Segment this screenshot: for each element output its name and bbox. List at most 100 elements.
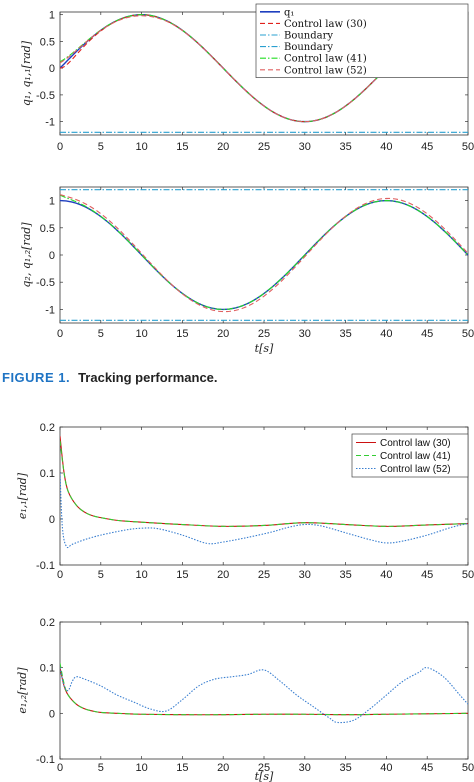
y-tick-label: -0.5 <box>36 277 55 289</box>
x-tick-label: 25 <box>258 762 270 774</box>
x-tick-label: 15 <box>176 141 188 153</box>
legend-label: Control law (30) <box>380 438 451 449</box>
series-line-control-law-52- <box>60 14 468 123</box>
y-tick-label: 0.1 <box>40 468 55 480</box>
x-tick-label: 20 <box>217 328 229 340</box>
series-line-control-law-41- <box>60 194 468 310</box>
legend-box <box>351 433 469 478</box>
y-tick-label: 0.2 <box>40 617 55 629</box>
series-line-control-law-52- <box>60 667 468 724</box>
x-tick-label: 0 <box>57 328 63 340</box>
series-group <box>60 436 468 549</box>
x-tick-label: 25 <box>258 569 270 581</box>
legend-label: Control law (52) <box>284 65 367 76</box>
legend-label: Control law (52) <box>380 464 451 475</box>
plot-area <box>59 186 469 324</box>
x-tick-label: 45 <box>421 569 433 581</box>
x-tick-label: 0 <box>57 762 63 774</box>
y-axis-label: e₁,₁[rad] <box>16 472 29 519</box>
x-tick-label: 15 <box>176 328 188 340</box>
y-axis-label: e₁,₂[rad] <box>16 667 29 714</box>
x-tick-label: 40 <box>380 762 392 774</box>
chart-panel-4: 0 5 10 15 20 25 30 35 40 45 500.20.10-0.1e₁,₂[rad]… <box>16 617 474 782</box>
legend-box <box>255 3 469 78</box>
x-tick-label: 10 <box>135 328 147 340</box>
figure-caption: FIGURE 1. Tracking performance. <box>2 370 218 385</box>
x-tick-label: 15 <box>176 762 188 774</box>
series-line-control-law-41- <box>60 662 468 716</box>
y-tick-label: -1 <box>45 304 55 316</box>
series-line-control-law-52- <box>60 194 468 313</box>
x-tick-label: 30 <box>299 762 311 774</box>
x-tick-label: 50 <box>462 569 474 581</box>
x-tick-label: 45 <box>421 328 433 340</box>
y-tick-label: 1 <box>49 196 55 208</box>
x-tick-label: 20 <box>217 141 229 153</box>
series-group <box>60 662 468 724</box>
legend: Control law (30) Control law (41) Control … <box>351 433 469 478</box>
y-tick-label: 0 <box>49 708 55 720</box>
x-tick-label: 5 <box>98 141 104 153</box>
legend-label: Boundary <box>284 31 333 42</box>
x-tick-label: 10 <box>135 569 147 581</box>
chart-panel-3: 0 5 10 15 20 25 30 35 40 45 500.20.10-0.1e₁,₁[rad]… <box>16 422 474 581</box>
legend-label: Control law (30) <box>284 19 367 30</box>
x-tick-label: 50 <box>462 762 474 774</box>
x-tick-label: 50 <box>462 328 474 340</box>
x-tick-label: 40 <box>380 141 392 153</box>
x-tick-label: 35 <box>339 328 351 340</box>
x-tick-label: 20 <box>217 569 229 581</box>
series-line-control-law-52- <box>60 472 468 549</box>
plot-area <box>59 621 469 760</box>
x-tick-label: 0 <box>57 141 63 153</box>
y-tick-label: 0 <box>49 250 55 262</box>
x-tick-label: 20 <box>217 762 229 774</box>
x-tick-label: 5 <box>98 569 104 581</box>
x-tick-label: 10 <box>135 141 147 153</box>
y-tick-label: 0.5 <box>40 36 55 48</box>
x-tick-label: 25 <box>258 328 270 340</box>
x-tick-label: 30 <box>299 141 311 153</box>
x-tick-label: 40 <box>380 328 392 340</box>
x-tick-label: 0 <box>57 569 63 581</box>
x-tick-label: 25 <box>258 141 270 153</box>
chart-panel-1: 0 5 10 15 20 25 30 35 40 45 50 1 0.5 0 -0.5 -1 q₁, q₁,₁[… <box>20 3 474 153</box>
y-tick-label: -1 <box>45 117 55 129</box>
chart-panel-2: 0 5 10 15 20 25 30 35 40 45 50 1 0.5 0 -0.5 -1 q₂, q₁,₂[… <box>20 186 474 355</box>
y-tick-label: 0.2 <box>40 422 55 434</box>
legend-label: Control law (41) <box>380 451 451 462</box>
x-axis-label: t[s] <box>255 770 274 782</box>
y-tick-label: 0.1 <box>40 663 55 675</box>
legend-label: Boundary <box>284 42 333 53</box>
series-line-control-law-41- <box>60 440 468 527</box>
x-tick-label: 45 <box>421 762 433 774</box>
x-tick-label: 10 <box>135 762 147 774</box>
x-tick-label: 45 <box>421 141 433 153</box>
y-tick-label: 0.5 <box>40 223 55 235</box>
y-axis-label: q₂, q₁,₂[rad] <box>20 222 33 288</box>
legend-label: q₁ <box>284 7 294 18</box>
x-tick-label: 30 <box>299 569 311 581</box>
x-tick-label: 15 <box>176 569 188 581</box>
x-tick-label: 35 <box>339 762 351 774</box>
series-group <box>60 189 468 321</box>
x-tick-label: 30 <box>299 328 311 340</box>
y-tick-label: 0 <box>49 514 55 526</box>
y-tick-label: 0 <box>49 63 55 75</box>
figure-caption-text: Tracking performance. <box>78 370 218 385</box>
x-tick-label: 35 <box>339 141 351 153</box>
y-tick-label: -0.1 <box>36 754 55 766</box>
legend-label: Control law (41) <box>284 54 367 65</box>
x-tick-label: 50 <box>462 141 474 153</box>
x-tick-label: 40 <box>380 569 392 581</box>
y-tick-label: 1 <box>49 10 55 22</box>
y-axis-label: q₁, q₁,₁[rad] <box>20 40 33 106</box>
y-tick-label: -0.5 <box>36 90 55 102</box>
x-tick-label: 35 <box>339 569 351 581</box>
x-tick-label: 5 <box>98 762 104 774</box>
figure-number: FIGURE 1. <box>2 370 71 385</box>
y-tick-label: -0.1 <box>36 560 55 572</box>
x-tick-label: 5 <box>98 328 104 340</box>
